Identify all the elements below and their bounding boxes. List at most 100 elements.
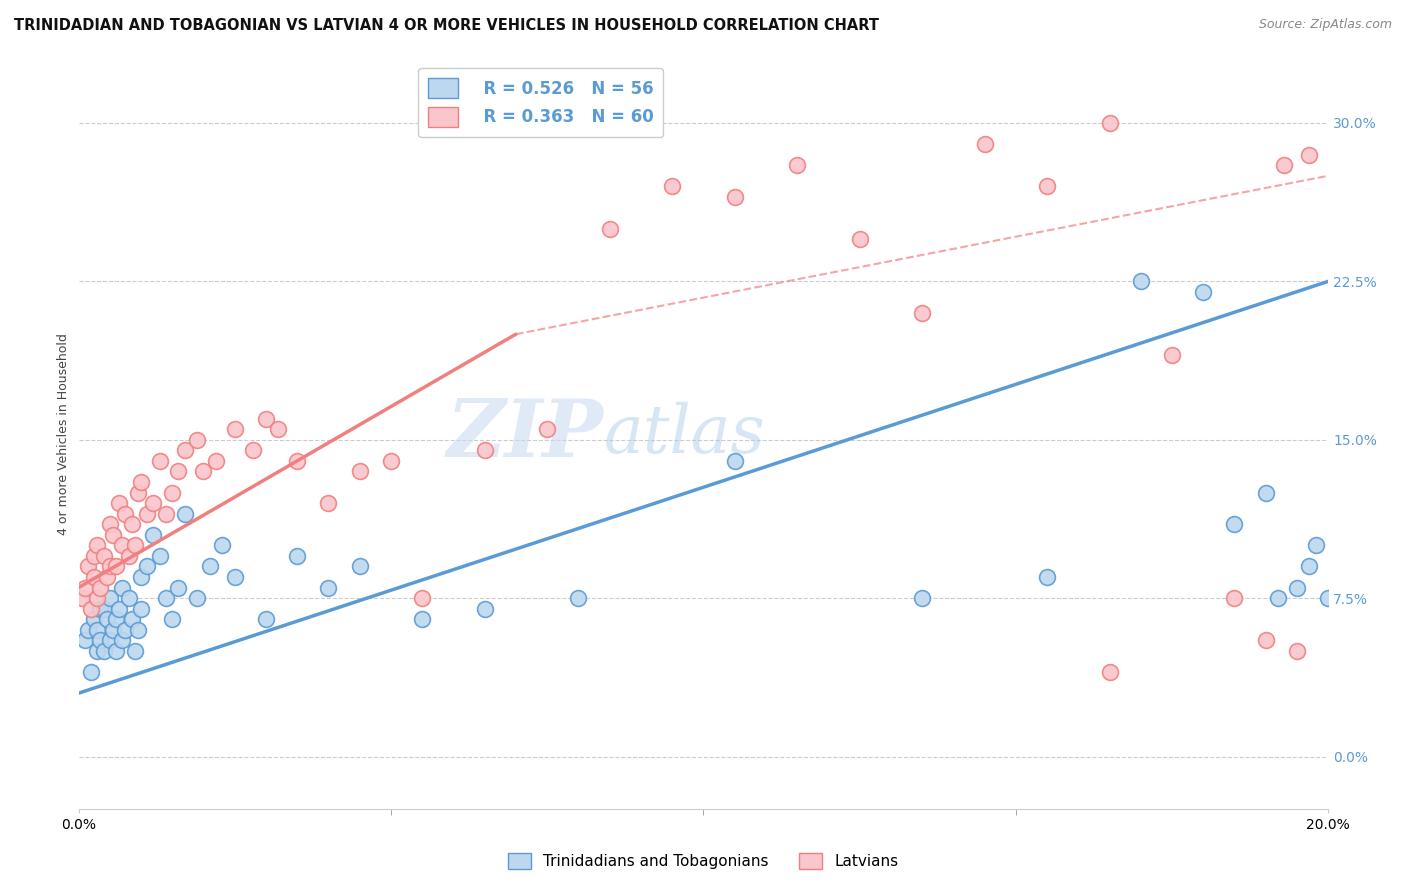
Point [127, 485, 149, 500]
Text: Source: ZipAtlas.com: Source: ZipAtlas.com [1258, 18, 1392, 31]
Point [242, 443, 264, 458]
Point [1254, 485, 1277, 500]
Point [1317, 591, 1340, 606]
Point [723, 190, 745, 204]
Legend:   R = 0.526   N = 56,   R = 0.363   N = 60: R = 0.526 N = 56, R = 0.363 N = 60 [419, 68, 664, 137]
Point [111, 581, 134, 595]
Point [105, 559, 128, 574]
Point [129, 475, 152, 489]
Point [80, 601, 103, 615]
Point [1285, 581, 1308, 595]
Point [136, 507, 159, 521]
Point [124, 644, 146, 658]
Point [567, 591, 589, 606]
Point [93, 601, 115, 615]
Point [70, 591, 93, 606]
Point [1036, 570, 1059, 584]
Point [186, 591, 208, 606]
Point [254, 612, 277, 626]
Point [1098, 116, 1121, 130]
Point [1192, 285, 1215, 299]
Point [105, 612, 128, 626]
Point [108, 601, 131, 615]
Point [474, 443, 496, 458]
Point [83, 570, 105, 584]
Point [129, 570, 152, 584]
Point [86, 623, 108, 637]
Point [411, 612, 433, 626]
Point [108, 496, 131, 510]
Point [167, 465, 190, 479]
Point [167, 581, 190, 595]
Point [198, 559, 221, 574]
Point [536, 422, 558, 436]
Point [96, 570, 118, 584]
Text: TRINIDADIAN AND TOBAGONIAN VS LATVIAN 4 OR MORE VEHICLES IN HOUSEHOLD CORRELATIO: TRINIDADIAN AND TOBAGONIAN VS LATVIAN 4 … [14, 18, 879, 33]
Point [254, 411, 277, 425]
Point [1036, 179, 1059, 194]
Point [1305, 538, 1327, 552]
Point [136, 559, 159, 574]
Point [205, 454, 228, 468]
Point [77, 623, 100, 637]
Point [155, 591, 177, 606]
Point [149, 454, 172, 468]
Point [162, 485, 184, 500]
Point [142, 528, 165, 542]
Point [121, 612, 143, 626]
Point [224, 422, 246, 436]
Point [786, 158, 808, 172]
Point [93, 549, 115, 563]
Point [186, 433, 208, 447]
Point [1223, 591, 1246, 606]
Point [193, 465, 215, 479]
Point [98, 633, 121, 648]
Point [89, 633, 111, 648]
Point [83, 612, 105, 626]
Point [86, 538, 108, 552]
Point [349, 559, 371, 574]
Point [173, 443, 195, 458]
Point [114, 623, 136, 637]
Point [101, 623, 124, 637]
Point [155, 507, 177, 521]
Y-axis label: 4 or more Vehicles in Household: 4 or more Vehicles in Household [58, 334, 70, 535]
Point [83, 549, 105, 563]
Point [911, 591, 934, 606]
Point [318, 581, 340, 595]
Point [285, 549, 308, 563]
Point [474, 601, 496, 615]
Point [1298, 147, 1320, 161]
Point [80, 665, 103, 679]
Point [77, 559, 100, 574]
Point [127, 623, 149, 637]
Point [1298, 559, 1320, 574]
Point [89, 601, 111, 615]
Point [98, 517, 121, 532]
Point [89, 581, 111, 595]
Point [86, 644, 108, 658]
Point [101, 528, 124, 542]
Point [1274, 158, 1296, 172]
Point [1223, 517, 1246, 532]
Point [349, 465, 371, 479]
Point [173, 507, 195, 521]
Point [93, 644, 115, 658]
Point [121, 517, 143, 532]
Point [211, 538, 233, 552]
Point [96, 612, 118, 626]
Point [142, 496, 165, 510]
Point [1267, 591, 1289, 606]
Point [285, 454, 308, 468]
Point [1254, 633, 1277, 648]
Point [86, 591, 108, 606]
Point [73, 581, 96, 595]
Point [129, 601, 152, 615]
Point [411, 591, 433, 606]
Point [973, 137, 995, 152]
Point [848, 232, 870, 246]
Point [117, 549, 139, 563]
Text: atlas: atlas [603, 402, 765, 467]
Point [1098, 665, 1121, 679]
Legend: Trinidadians and Tobagonians, Latvians: Trinidadians and Tobagonians, Latvians [502, 847, 904, 875]
